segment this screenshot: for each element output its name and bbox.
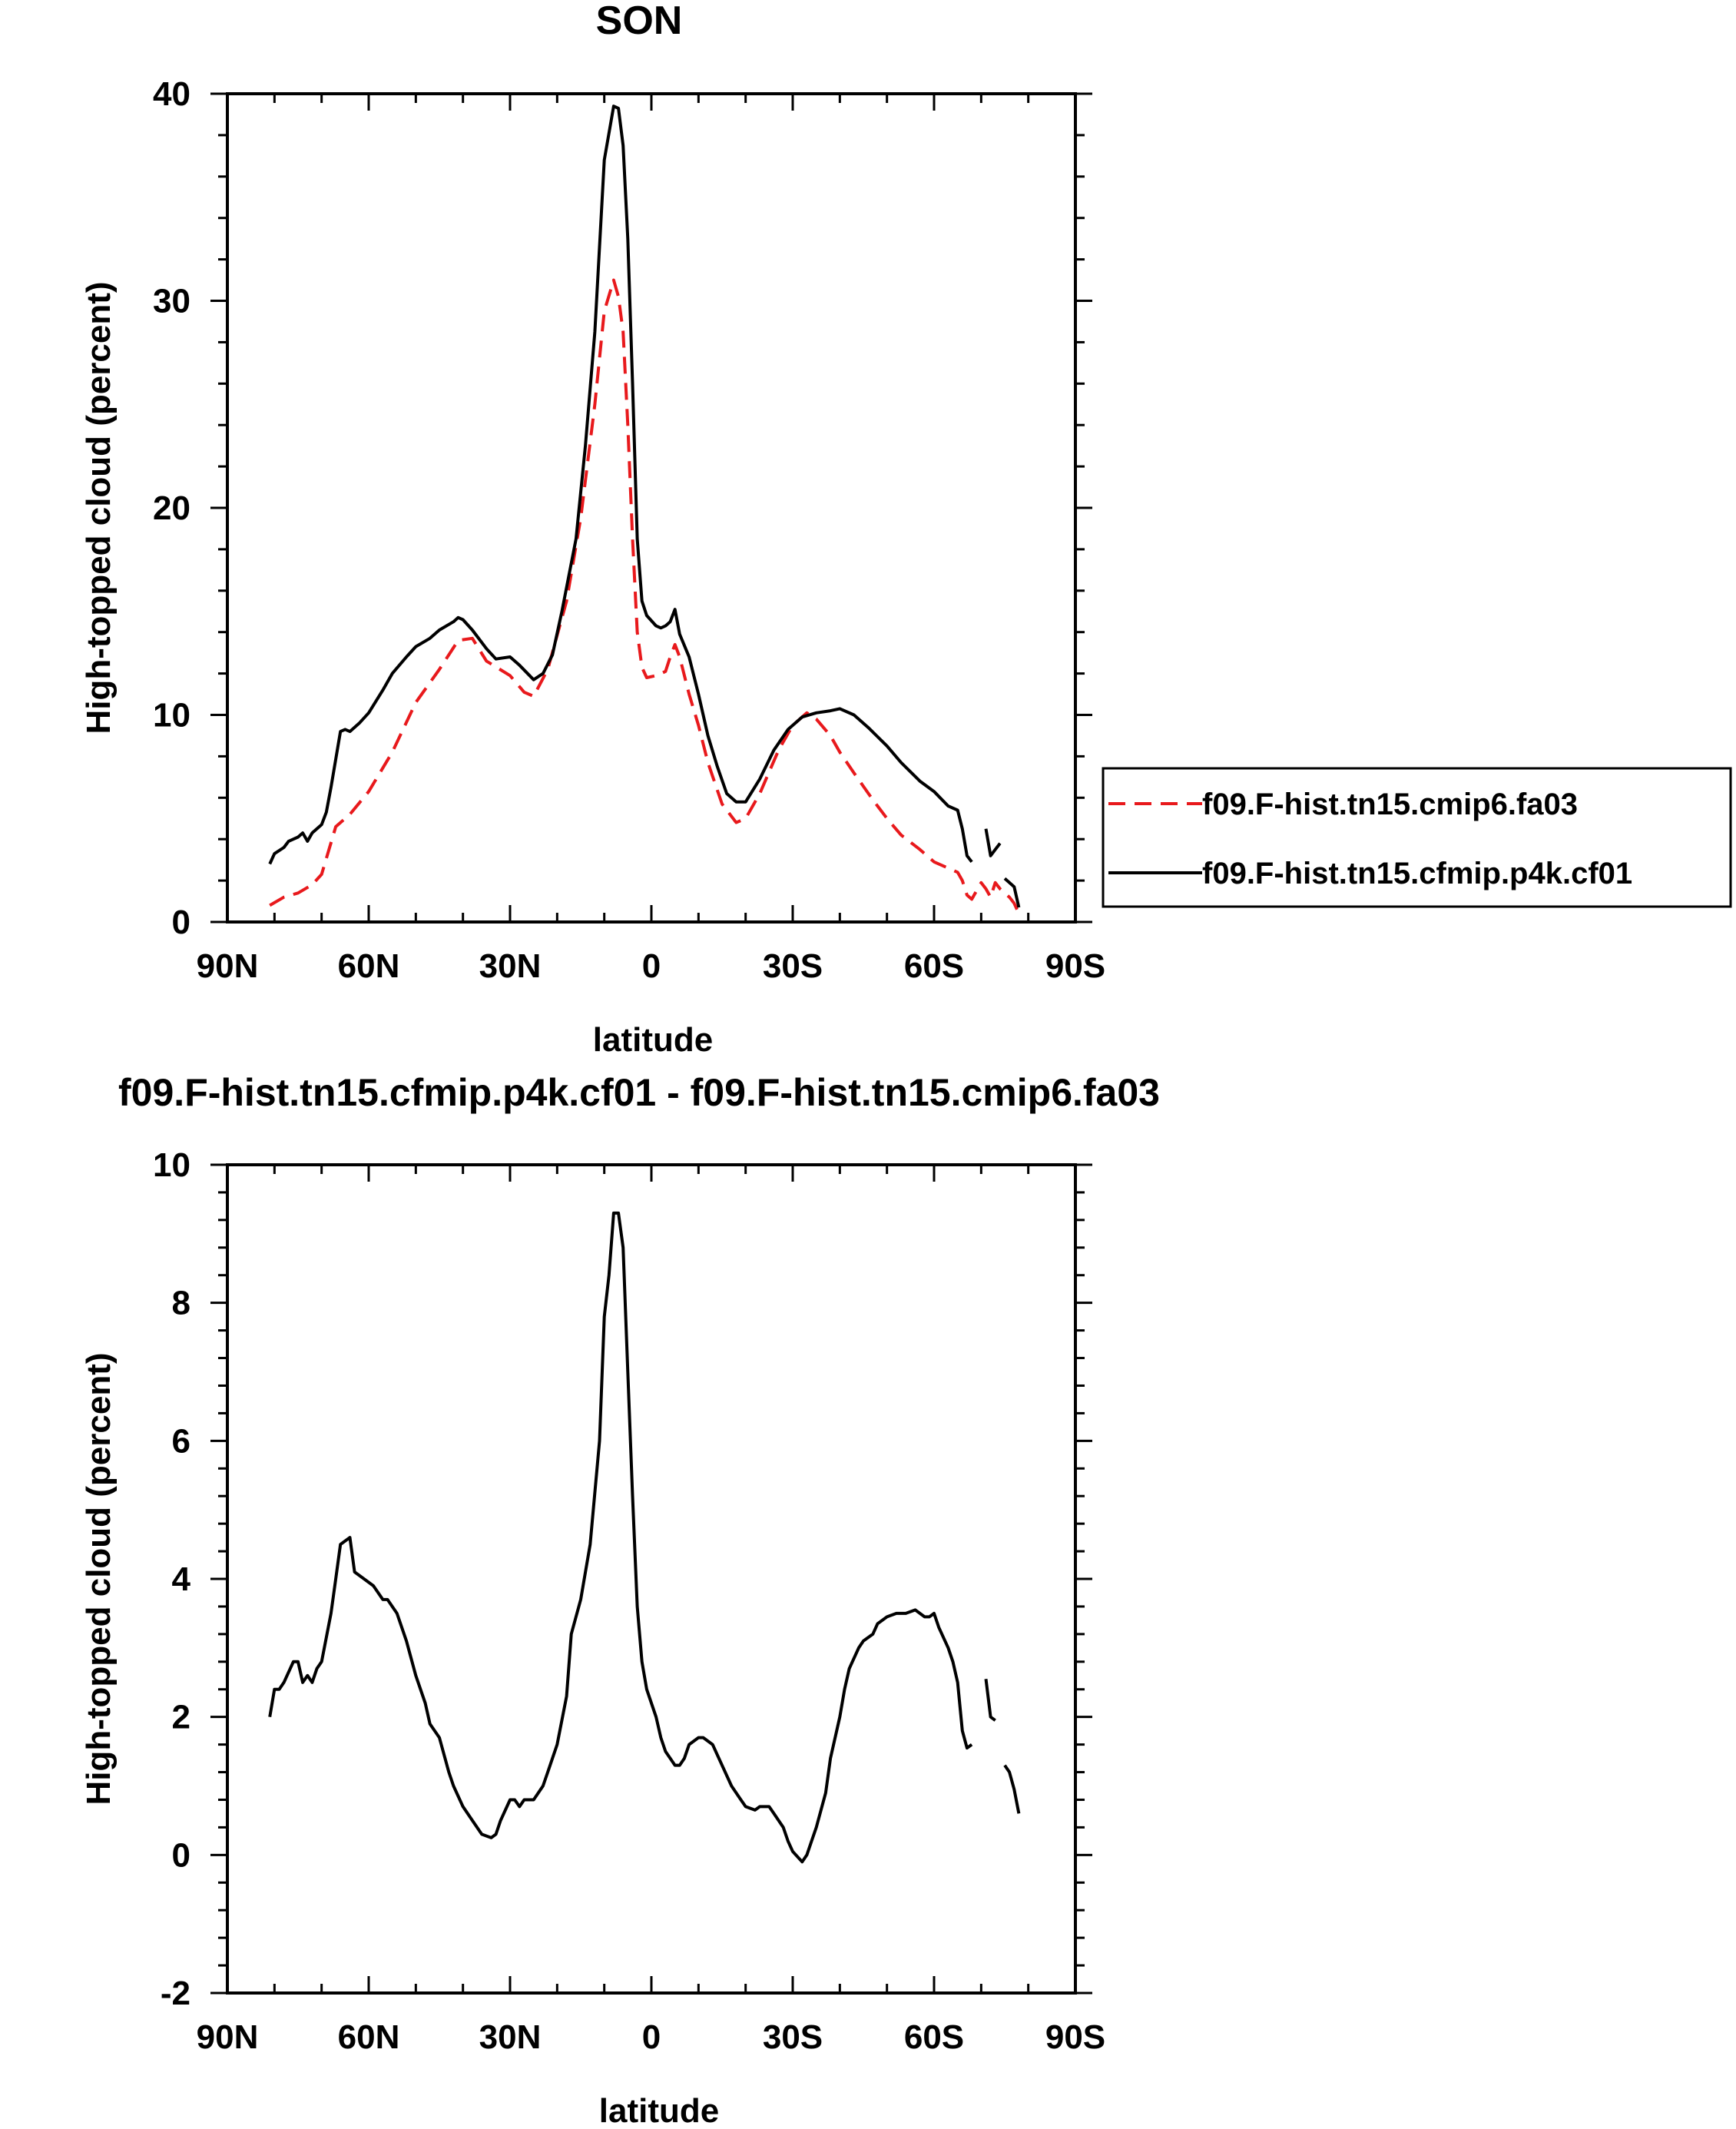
series-line-f09-f-hist-tn15-cfmip-p4k-cf01: [1003, 877, 1021, 908]
bottom-chart-title: f09.F-hist.tn15.cfmip.p4k.cf01 - f09.F-h…: [118, 1071, 1160, 1114]
y-tick-label: 4: [172, 1560, 191, 1598]
x-tick-label: 90S: [1045, 2018, 1105, 2056]
x-tick-label: 30S: [763, 2018, 823, 2056]
x-tick-label: 30N: [479, 2018, 542, 2056]
series-line-f09-f-hist-tn15-cfmip-p4k-cf01: [984, 828, 1002, 857]
x-tick-label: 90N: [197, 947, 259, 985]
bottom-ticks: [210, 1163, 1092, 1995]
top-series: [268, 104, 1021, 915]
series-line-difference: [1003, 1764, 1021, 1814]
y-tick-label: 20: [153, 489, 190, 527]
x-tick-label: 90N: [197, 2018, 259, 2056]
top-x-axis-label: latitude: [593, 1021, 713, 1059]
series-line-difference: [268, 1211, 973, 1864]
y-tick-label: 8: [172, 1285, 190, 1322]
x-tick-label: 60N: [338, 2018, 400, 2056]
y-tick-label: 30: [153, 283, 190, 320]
y-tick-label: 0: [172, 904, 190, 941]
series-line-difference: [984, 1679, 996, 1722]
legend-label-fa03: f09.F-hist.tn15.cmip6.fa03: [1202, 788, 1578, 821]
y-tick-label: 40: [153, 75, 190, 113]
bottom-y-tick-labels: -2 0 2 4 6 8 10: [153, 1146, 190, 2012]
top-y-axis-label: High-topped cloud (percent): [80, 281, 118, 734]
series-line-f09-f-hist-tn15-cfmip-p4k-cf01: [268, 104, 973, 865]
bottom-chart: f09.F-hist.tn15.cfmip.p4k.cf01 - f09.F-h…: [80, 1071, 1160, 2129]
top-y-tick-labels: 0 10 20 30 40: [153, 75, 190, 941]
top-chart: SON 0 10 20 30 40 90N 60N 30N 0 30S 60S 90S latitu…: [80, 0, 1105, 1059]
top-chart-title: SON: [596, 0, 683, 43]
top-ticks: [210, 92, 1092, 924]
bottom-series: [268, 1211, 1021, 1864]
legend-box: [1102, 767, 1732, 908]
y-tick-label: 0: [172, 1836, 190, 1874]
bottom-x-tick-labels: 90N 60N 30N 0 30S 60S 90S: [197, 2018, 1106, 2056]
bottom-x-axis-label: latitude: [599, 2092, 719, 2129]
legend-label-cf01: f09.F-hist.tn15.cfmip.p4k.cf01: [1202, 857, 1632, 890]
x-tick-label: 30N: [479, 947, 542, 985]
x-tick-label: 0: [642, 2018, 661, 2056]
top-x-tick-labels: 90N 60N 30N 0 30S 60S 90S: [197, 947, 1106, 985]
bottom-plot-frame: [226, 1163, 1077, 1995]
top-plot-frame: [226, 92, 1077, 924]
bottom-y-axis-label: High-topped cloud (percent): [80, 1352, 118, 1805]
y-tick-label: 10: [153, 697, 190, 735]
x-tick-label: 60S: [904, 947, 964, 985]
series-line-f09-f-hist-tn15-cmip6-fa03: [269, 278, 1021, 915]
x-tick-label: 60N: [338, 947, 400, 985]
x-tick-label: 30S: [763, 947, 823, 985]
x-tick-label: 90S: [1045, 947, 1105, 985]
legend: f09.F-hist.tn15.cmip6.fa03 f09.F-hist.tn…: [1102, 767, 1732, 908]
y-tick-label: 2: [172, 1699, 190, 1736]
y-tick-label: 6: [172, 1422, 190, 1460]
x-tick-label: 0: [642, 947, 661, 985]
x-tick-label: 60S: [904, 2018, 964, 2056]
y-tick-label: 10: [153, 1146, 190, 1184]
y-tick-label: -2: [161, 1975, 190, 2012]
